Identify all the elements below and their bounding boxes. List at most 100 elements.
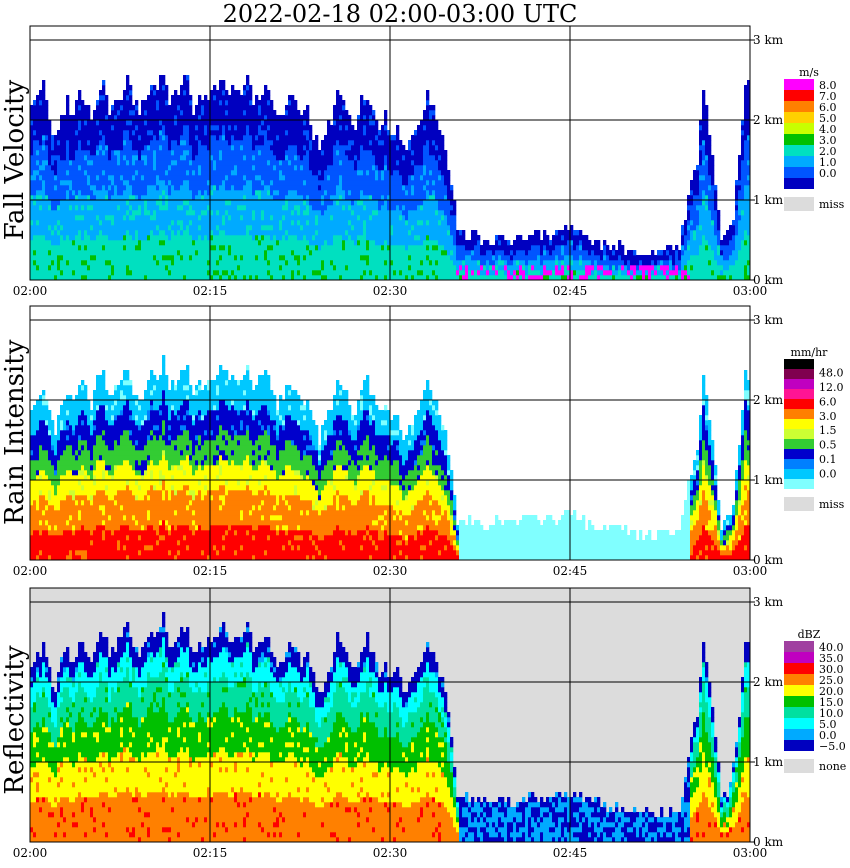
legend-swatch [784, 652, 814, 663]
legend-missing-label: none [819, 760, 846, 773]
legend-label: 8.0 [819, 79, 837, 92]
legend-missing-label: miss [819, 198, 845, 211]
legend-unit: dBZ [798, 628, 821, 641]
legend-swatch [784, 359, 814, 369]
legend-label: 3.0 [819, 134, 837, 147]
legend-label: 5.0 [819, 112, 837, 125]
legend-swatch [784, 718, 814, 729]
x-tick-label: 03:00 [733, 564, 768, 578]
colorbar-legend: mm/hr 48.0 12.06.0 3.01.5 0.50.1 0.0 miss [784, 346, 845, 511]
legend-swatch [784, 419, 814, 429]
legend-swatch [784, 729, 814, 740]
legend-label: 1.0 [819, 156, 837, 169]
legend-label: 48.0 [819, 366, 844, 379]
legend-label: −5.0 [819, 740, 846, 753]
echo-cells [30, 75, 751, 281]
legend-label: 0.0 [819, 167, 837, 180]
legend-label: 20.0 [819, 685, 844, 698]
x-tick-label: 02:30 [373, 564, 408, 578]
legend-swatch [784, 123, 814, 134]
legend-label: 1.5 [819, 424, 837, 437]
legend-swatch [784, 469, 814, 479]
legend-swatch [784, 479, 814, 489]
x-tick-label: 02:15 [193, 564, 228, 578]
legend-swatch [784, 156, 814, 167]
legend-swatch [784, 369, 814, 379]
legend-label: 6.0 [819, 395, 837, 408]
legend-label: 25.0 [819, 674, 844, 687]
legend-swatch [784, 685, 814, 696]
legend-label: 2.0 [819, 145, 837, 158]
legend-swatch [784, 389, 814, 399]
x-tick-label: 02:30 [373, 846, 408, 860]
colorbar-legend: dBZ40.035.030.025.020.015.010.05.00.0−5.… [784, 628, 846, 773]
legend-swatch [784, 449, 814, 459]
x-tick-label: 02:15 [193, 284, 228, 298]
legend-label: 12.0 [819, 381, 844, 394]
legend-swatch [784, 696, 814, 707]
legend-label: 4.0 [819, 123, 837, 136]
colorbar-legend: m/s8.07.06.05.04.03.02.01.00.0 miss [784, 66, 845, 211]
plot-frame [29, 25, 751, 281]
legend-label: 30.0 [819, 663, 844, 676]
legend-label: 0.0 [819, 729, 837, 742]
legend-swatch [784, 101, 814, 112]
legend-missing-label: miss [819, 498, 845, 511]
plot-frame [29, 587, 751, 843]
legend-label: 0.1 [819, 453, 837, 466]
x-tick-label: 03:00 [733, 284, 768, 298]
legend-swatch [784, 90, 814, 101]
legend-label: 3.0 [819, 410, 837, 423]
x-tick-label: 02:45 [553, 564, 588, 578]
legend-label: 35.0 [819, 652, 844, 665]
echo-cells [30, 612, 751, 843]
legend-swatch [784, 707, 814, 718]
y-tick-label: 2 km [753, 113, 784, 127]
legend-swatch [784, 167, 814, 178]
y-tick-label: 2 km [753, 393, 784, 407]
grid-lines [29, 588, 751, 842]
y-tick-label: 1 km [753, 473, 784, 487]
x-tick-label: 02:30 [373, 284, 408, 298]
legend-swatch [784, 740, 814, 751]
legend-label: 7.0 [819, 90, 837, 103]
legend-swatch [784, 379, 814, 389]
y-tick-label: 2 km [753, 675, 784, 689]
legend-swatch [784, 79, 814, 90]
rain-intensity-panel: 02:00 02:15 02:30 02:45 03:00 0 km 1 km 2 km… [13, 305, 845, 578]
legend-label: 10.0 [819, 707, 844, 720]
y-tick-label: 1 km [753, 755, 784, 769]
fall-velocity-panel: 02:00 02:15 02:30 02:45 03:00 0 km 1 km 2 km… [13, 25, 845, 298]
y-tick-label: 0 km [753, 835, 784, 849]
plot-frame [29, 305, 751, 561]
legend-swatch [784, 145, 814, 156]
legend-swatch [784, 112, 814, 123]
legend-swatch [784, 641, 814, 652]
x-tick-label: 02:00 [13, 846, 48, 860]
x-tick-label: 02:45 [553, 284, 588, 298]
legend-swatch [784, 409, 814, 419]
legend-label: 0.5 [819, 439, 837, 452]
legend-missing-swatch [784, 197, 814, 211]
legend-label: 0.0 [819, 468, 837, 481]
legend-swatch [784, 674, 814, 685]
x-tick-label: 02:45 [553, 846, 588, 860]
legend-missing-swatch [784, 759, 814, 773]
legend-missing-swatch [784, 497, 814, 511]
legend-label: 40.0 [819, 641, 844, 654]
x-tick-label: 03:00 [733, 846, 768, 860]
legend-swatch [784, 429, 814, 439]
reflectivity-panel: 02:00 02:15 02:30 02:45 03:00 0 km 1 km 2 km… [13, 587, 846, 860]
legend-label: 15.0 [819, 696, 844, 709]
legend-label: 5.0 [819, 718, 837, 731]
legend-swatch [784, 663, 814, 674]
legend-swatch [784, 459, 814, 469]
y-tick-label: 0 km [753, 273, 784, 287]
x-tick-label: 02:15 [193, 846, 228, 860]
legend-swatch [784, 178, 814, 189]
legend-swatch [784, 399, 814, 409]
x-tick-label: 02:00 [13, 564, 48, 578]
x-tick-label: 02:00 [13, 284, 48, 298]
legend-unit: m/s [799, 66, 819, 79]
y-tick-label: 3 km [753, 595, 784, 609]
